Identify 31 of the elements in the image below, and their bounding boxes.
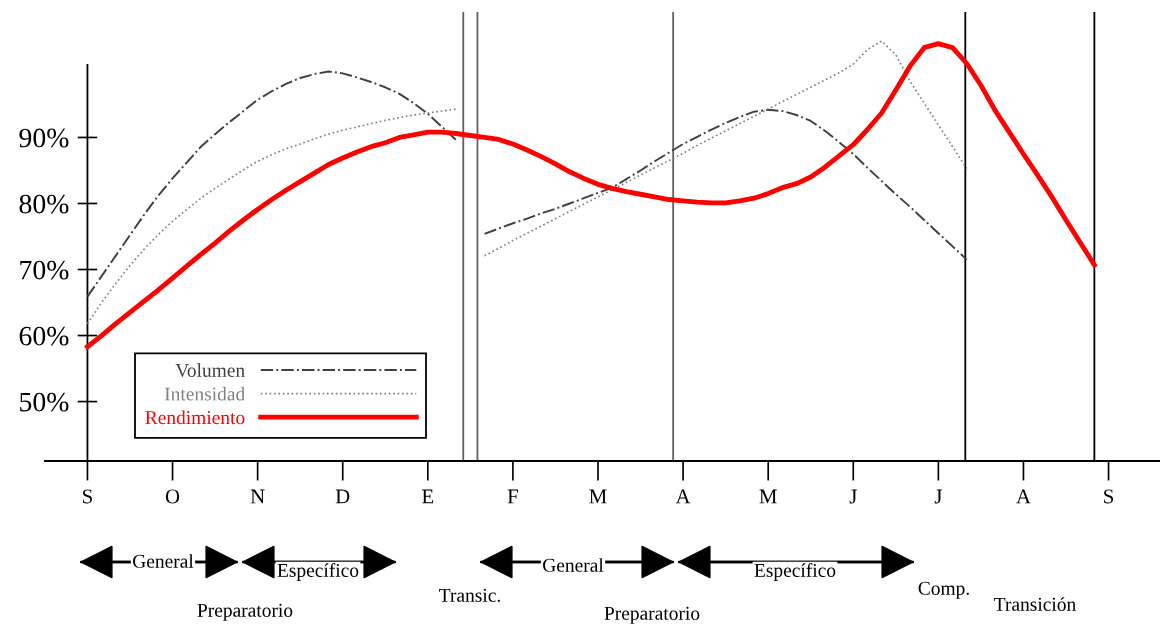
x-tick-label: S	[1104, 489, 1114, 504]
text: Transición	[994, 597, 1076, 611]
x-tick-label: N	[250, 489, 265, 504]
text: Transic.	[439, 588, 500, 602]
y-tick-label: 80%	[19, 194, 69, 214]
text: General	[133, 554, 194, 568]
text: Preparatorio	[197, 603, 293, 621]
text: Específico	[754, 563, 836, 581]
y-tick-label: 60%	[19, 326, 69, 346]
x-tick-label: A	[1016, 489, 1031, 504]
text: Específico	[277, 563, 359, 581]
x-tick-label: O	[165, 489, 180, 504]
x-tick-label: M	[759, 489, 777, 504]
x-tick-label: F	[507, 489, 518, 504]
text: Volumen	[175, 363, 245, 378]
x-tick-label: J	[934, 489, 942, 504]
text: Preparatorio	[604, 606, 700, 624]
text: Intensidad	[164, 386, 245, 401]
y-tick-label: 50%	[20, 392, 69, 412]
x-tick-label: S	[83, 489, 92, 504]
text: Rendimiento	[145, 410, 245, 425]
y-tick-label: 70%	[20, 260, 69, 280]
text: General	[543, 558, 604, 572]
x-tick-label: D	[335, 489, 350, 504]
x-tick-label: M	[589, 489, 607, 504]
x-tick-label: A	[675, 489, 691, 504]
x-tick-label: E	[422, 489, 434, 504]
x-tick-label: J	[849, 489, 857, 504]
line-series	[85, 41, 1097, 350]
y-tick-label: 90%	[19, 128, 69, 148]
text: Comp.	[918, 581, 969, 599]
